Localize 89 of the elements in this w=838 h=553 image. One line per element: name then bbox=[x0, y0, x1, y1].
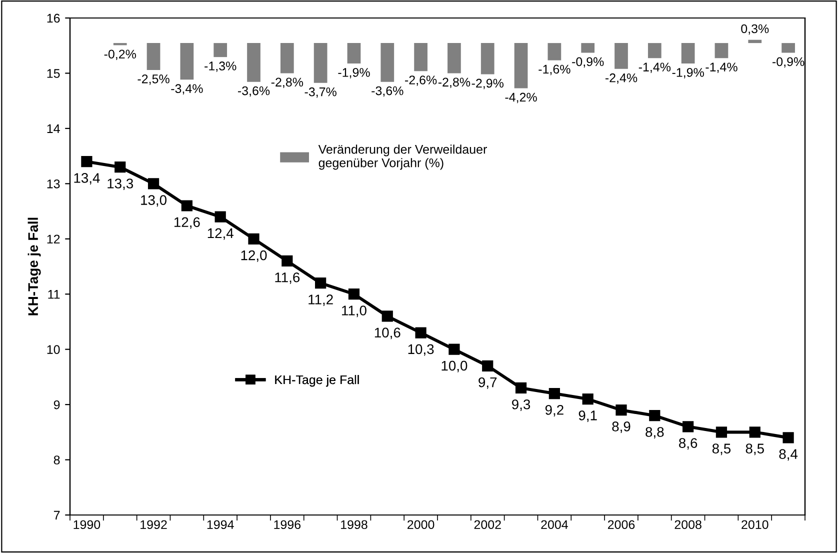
point bbox=[482, 360, 494, 372]
point bbox=[649, 410, 660, 422]
data-label: 11,2 bbox=[308, 294, 333, 306]
data-label: -1,4% bbox=[638, 62, 671, 73]
x-tick-label: 1994 bbox=[207, 520, 234, 530]
point bbox=[616, 404, 627, 416]
data-label: -0,9% bbox=[572, 57, 604, 68]
x-tick-label: 1992 bbox=[140, 520, 167, 530]
data-label: -1,9% bbox=[338, 68, 370, 78]
data-label: -2,4% bbox=[605, 73, 638, 84]
point bbox=[148, 178, 160, 190]
data-label: -2,9% bbox=[472, 78, 504, 90]
point bbox=[782, 432, 794, 444]
x-tick-label: 2002 bbox=[474, 520, 501, 530]
point bbox=[81, 156, 92, 168]
legend-label: KH-Tage je Fall bbox=[275, 374, 359, 387]
point bbox=[448, 344, 460, 355]
point bbox=[582, 393, 594, 405]
data-label: 9,7 bbox=[478, 377, 497, 389]
x-tick-label: 2004 bbox=[541, 520, 568, 530]
data-label: 10,3 bbox=[408, 344, 434, 356]
y-tick-label: 16 bbox=[47, 14, 60, 23]
x-tick-label: 2000 bbox=[408, 520, 434, 530]
data-label: -3,6% bbox=[238, 86, 270, 97]
x-tick-label: 2006 bbox=[608, 520, 635, 530]
point bbox=[415, 327, 426, 338]
data-label: 12,0 bbox=[241, 250, 267, 262]
data-label: 9,3 bbox=[512, 399, 530, 411]
data-label: 9,2 bbox=[545, 404, 564, 416]
point bbox=[348, 288, 360, 300]
data-label: 8,4 bbox=[779, 449, 798, 461]
point bbox=[114, 162, 126, 173]
point bbox=[716, 426, 728, 438]
data-label: 10,6 bbox=[374, 328, 400, 340]
point bbox=[315, 278, 326, 289]
data-label: -2,8% bbox=[271, 78, 304, 88]
legend-label: Veränderung der Verweildauer gegenüber Vorjahr (%) bbox=[318, 144, 487, 170]
data-label: 8,8 bbox=[646, 427, 664, 439]
data-label: -3,7% bbox=[304, 87, 336, 98]
y-axis-title: KH-Tage je Fall bbox=[28, 218, 41, 316]
data-label: -3,4% bbox=[171, 84, 203, 95]
x-tick-label: 2008 bbox=[674, 520, 702, 530]
data-label: -1,6% bbox=[538, 64, 570, 76]
data-label: 11,6 bbox=[275, 272, 300, 284]
data-label: 12,4 bbox=[208, 228, 234, 240]
point bbox=[282, 255, 293, 267]
y-tick-label: 8 bbox=[54, 456, 60, 464]
y-tick-label: 13 bbox=[47, 179, 60, 188]
data-label: 13,4 bbox=[74, 173, 100, 185]
x-tick-label: 2010 bbox=[742, 520, 768, 530]
data-label: -2,5% bbox=[138, 74, 170, 85]
y-tick-label: 15 bbox=[47, 69, 60, 78]
data-label: 13,3 bbox=[108, 178, 134, 190]
data-label: -0,2% bbox=[104, 50, 136, 60]
data-label: -0,9% bbox=[772, 57, 804, 68]
x-tick-label: 1996 bbox=[274, 520, 301, 530]
point bbox=[548, 388, 560, 400]
x-tick-label: 1998 bbox=[341, 520, 368, 530]
data-label: -1,4% bbox=[706, 62, 738, 73]
point bbox=[749, 426, 760, 438]
data-label: -2,6% bbox=[405, 76, 437, 86]
point bbox=[382, 310, 393, 322]
data-label: 8,5 bbox=[712, 444, 731, 456]
data-label: 9,1 bbox=[578, 410, 597, 422]
data-label: 12,6 bbox=[174, 217, 200, 229]
point bbox=[248, 233, 260, 244]
data-label: 8,6 bbox=[679, 438, 698, 450]
point bbox=[214, 211, 226, 222]
data-label: 10,0 bbox=[442, 360, 468, 372]
data-label: 8,9 bbox=[612, 422, 630, 434]
data-label: -1,3% bbox=[204, 62, 236, 72]
data-label: -3,6% bbox=[372, 86, 404, 97]
data-label: 8,5 bbox=[746, 444, 764, 456]
y-tick-label: 7 bbox=[54, 510, 60, 520]
point bbox=[181, 200, 192, 212]
point bbox=[682, 421, 694, 432]
data-label: -4,2% bbox=[505, 92, 537, 104]
y-tick-label: 12 bbox=[47, 234, 60, 244]
y-tick-label: 14 bbox=[47, 124, 60, 133]
data-label: -2,8% bbox=[438, 78, 470, 88]
y-tick-label: 11 bbox=[48, 290, 60, 299]
x-tick-label: 1990 bbox=[74, 520, 100, 530]
y-tick-label: 10 bbox=[47, 345, 60, 354]
data-label: 0,3% bbox=[741, 24, 769, 35]
data-label: 11,0 bbox=[342, 306, 366, 318]
y-tick-label: 9 bbox=[54, 400, 60, 410]
point bbox=[515, 382, 527, 394]
data-label: 13,0 bbox=[141, 195, 166, 207]
data-label: -1,9% bbox=[672, 68, 704, 78]
